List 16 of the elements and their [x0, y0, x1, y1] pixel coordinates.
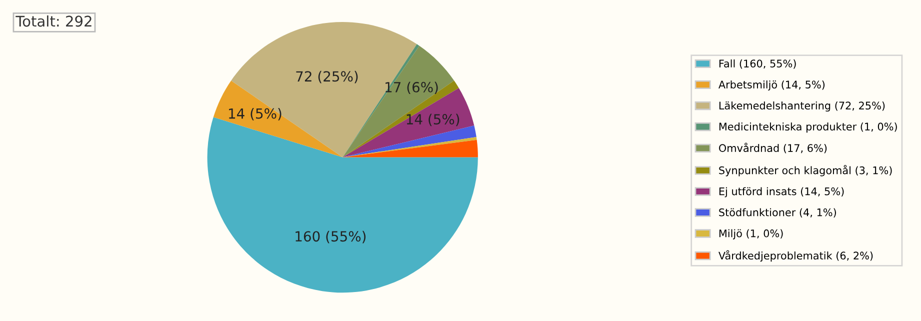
text: Totalt: 292 [16, 15, 92, 27]
legend-label: Synpunkter och klagomål (3, 1%) [719, 164, 892, 176]
legend-label: Ej utförd insats (14, 5%) [719, 187, 844, 198]
data-label: 72 (25%) [296, 70, 358, 84]
legend-label: Läkemedelshantering (72, 25%) [719, 101, 885, 112]
data-label: 14 (5%) [229, 108, 282, 120]
legend-label: Omvårdnad (17, 6%) [719, 142, 827, 154]
data-label: 160 (55%) [296, 230, 366, 244]
pie-slice [342, 126, 476, 158]
legend-label: Stödfunktioner (4, 1%) [719, 208, 836, 218]
legend-label: Medicintekniska produkter (1, 0%) [719, 122, 897, 133]
legend-label: Arbetsmiljö (14, 5%) [718, 80, 825, 91]
legend-label: Miljö (1, 0%) [719, 229, 783, 240]
legend-label: Vårdkedjeproblematik (6, 2%) [718, 250, 873, 262]
data-label: 14 (5%) [406, 114, 460, 126]
legend-label: Fall (160, 55%) [719, 59, 796, 69]
